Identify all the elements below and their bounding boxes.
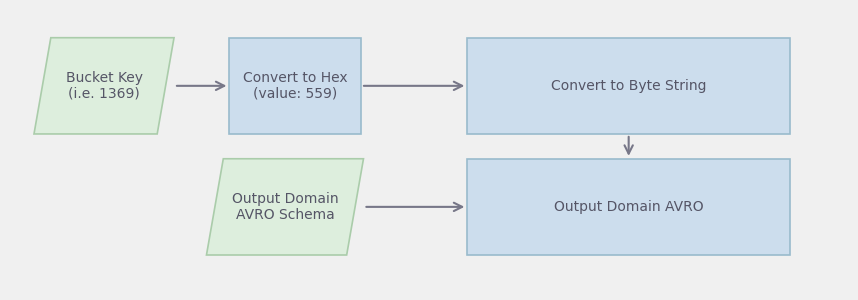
Text: Convert to Byte String: Convert to Byte String xyxy=(551,79,706,93)
FancyBboxPatch shape xyxy=(468,38,790,134)
Text: Output Domain AVRO: Output Domain AVRO xyxy=(554,200,704,214)
Text: Bucket Key
(i.e. 1369): Bucket Key (i.e. 1369) xyxy=(65,71,142,101)
FancyBboxPatch shape xyxy=(468,159,790,255)
Text: Output Domain
AVRO Schema: Output Domain AVRO Schema xyxy=(232,192,338,222)
FancyBboxPatch shape xyxy=(229,38,361,134)
Polygon shape xyxy=(207,159,364,255)
Polygon shape xyxy=(34,38,174,134)
Text: Convert to Hex
(value: 559): Convert to Hex (value: 559) xyxy=(243,71,347,101)
